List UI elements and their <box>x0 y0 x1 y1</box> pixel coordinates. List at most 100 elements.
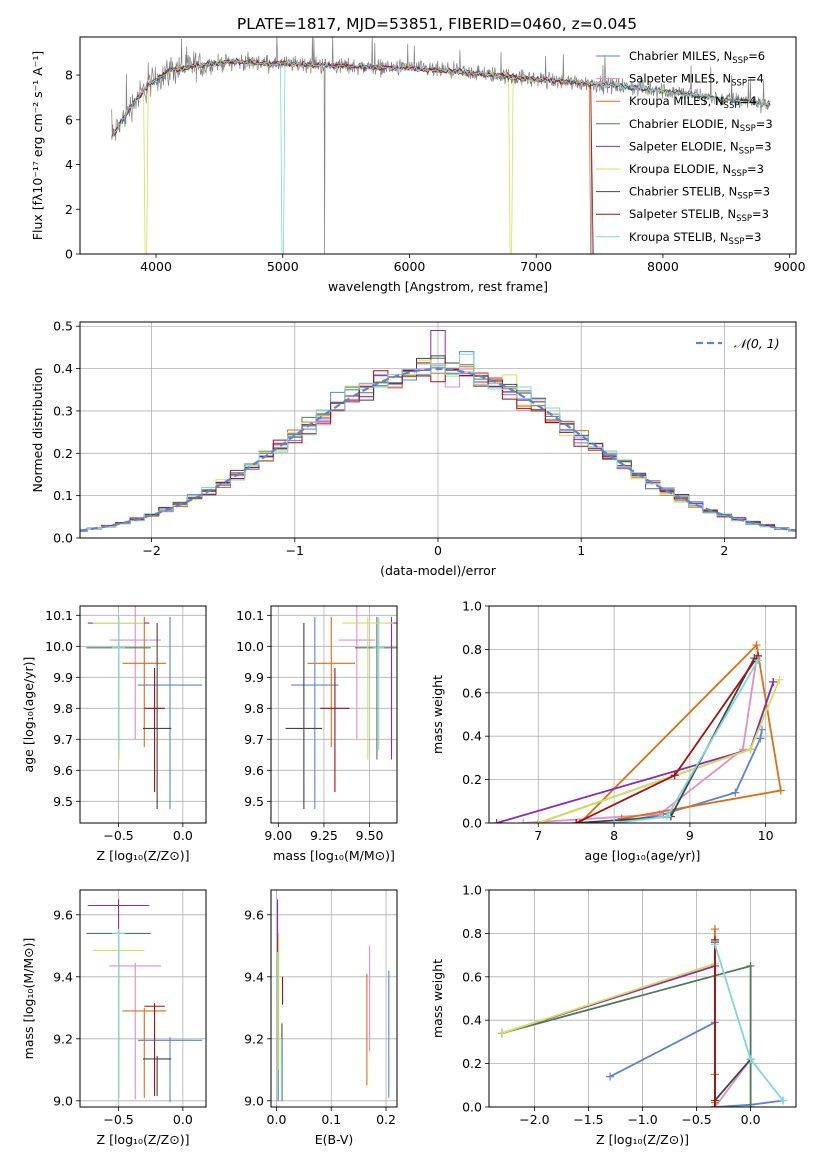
x-tick-label: 0.2 <box>376 1112 396 1127</box>
series-marker <box>746 1103 755 1107</box>
y-tick-label: 9.2 <box>53 1031 73 1046</box>
y-tick-label: 0.2 <box>53 446 73 461</box>
series-marker <box>519 819 528 823</box>
plot-area <box>277 899 390 1101</box>
chart-age_vs_Z: −0.5 0.0 9.5 9.6 9.7 9.8 9.9 10.0 10.1 Z [log₁₀(Z… <box>21 605 207 863</box>
legend-label: Chabrier MILES, NSSP=6 <box>629 49 765 66</box>
plot-area <box>497 925 788 1107</box>
x-tick-label: 4000 <box>140 259 172 274</box>
y-tick-label: 1.0 <box>462 599 482 614</box>
x-axis-label: Z [log₁₀(Z/Z⊙)] <box>97 1132 190 1147</box>
chart-massweight_vs_Z: −2.0 −1.5 −1.0 −0.5 0.0 0.0 0.2 0.4 0.6 0.8 1.0 Z [… <box>430 883 797 1147</box>
x-tick-label: 2 <box>720 543 728 558</box>
charts: 4000 5000 6000 7000 8000 9000 0 2 4 6 8 wavelength … <box>21 36 806 1147</box>
series-chabrier-elodie <box>497 961 755 1107</box>
plot-area <box>80 330 796 532</box>
y-tick-label: 0.1 <box>53 488 73 503</box>
x-tick-label: 10 <box>758 828 774 843</box>
y-tick-label: 9.6 <box>53 907 73 922</box>
series-marker <box>610 819 619 823</box>
errorbar-point <box>109 962 161 1100</box>
y-tick-label: 9.4 <box>244 969 264 984</box>
histogram-chabrier-stelib <box>80 355 796 532</box>
errorbar-point <box>291 616 339 810</box>
plot-area <box>86 899 203 1103</box>
x-axis-label: wavelength [Angstrom, rest frame] <box>328 279 548 294</box>
y-tick-label: 9.2 <box>244 1031 264 1046</box>
series-line <box>609 1020 784 1107</box>
series-marker <box>752 641 761 650</box>
errorbar-point <box>137 616 203 810</box>
y-tick-label: 0.5 <box>53 319 73 334</box>
chart-mass_vs_Z: −0.5 0.0 9.0 9.2 9.4 9.6 Z [log₁₀(Z/Z⊙)] mass [… <box>21 889 207 1147</box>
y-axis-label: mass weight <box>430 675 445 754</box>
chart-spectrum: 4000 5000 6000 7000 8000 9000 0 2 4 6 8 wavelength … <box>30 36 806 294</box>
series-salpeter-stelib <box>572 651 763 823</box>
axes-frame <box>488 889 797 1108</box>
errorbar-point <box>122 616 167 748</box>
x-tick-label: 8 <box>610 828 618 843</box>
series-marker <box>769 677 778 686</box>
y-tick-label: 2 <box>65 202 73 217</box>
legend-label: Kroupa ELODIE, NSSP=3 <box>629 162 764 179</box>
y-tick-label: 9.8 <box>244 701 264 716</box>
series-line <box>714 944 784 1102</box>
model-spectrum-kroupa-elodie <box>111 58 771 254</box>
x-axis-label: Z [log₁₀(Z/Z⊙)] <box>596 1132 689 1147</box>
chart-residuals: −2 −1 0 1 2 0.0 0.1 0.2 0.3 0.4 0.5 (data-model)/er… <box>30 319 797 578</box>
series-marker <box>497 1029 506 1038</box>
y-tick-label: 0.6 <box>462 685 482 700</box>
errorbar-point <box>122 1007 167 1098</box>
chart-massweight_vs_age: 7 8 9 10 0.0 0.2 0.4 0.6 0.8 1.0 age [log₁₀(age/yr… <box>430 599 797 863</box>
normal-curve <box>80 367 796 532</box>
series-marker <box>776 786 785 795</box>
histogram-chabrier-miles <box>80 351 796 532</box>
series-line <box>501 962 716 1107</box>
y-tick-label: 9.6 <box>244 907 264 922</box>
x-axis-label: mass [log₁₀(M/M⊙)] <box>273 848 395 863</box>
y-tick-label: 8 <box>65 68 73 83</box>
legend-label: 𝒩(0, 1) <box>734 336 780 351</box>
errorbar-point <box>144 1003 165 1097</box>
series-kroupa-stelib <box>710 940 788 1105</box>
axes-frame <box>270 889 398 1108</box>
x-tick-label: 9 <box>686 828 694 843</box>
y-tick-label: 9.6 <box>53 763 73 778</box>
x-tick-label: 0.0 <box>267 1112 287 1127</box>
legend-label: Kroupa STELIB, NSSP=3 <box>629 230 761 247</box>
x-tick-label: 9000 <box>774 259 806 274</box>
x-tick-label: −2 <box>142 543 160 558</box>
x-tick-label: 0.0 <box>741 1112 761 1127</box>
x-tick-label: 0.0 <box>173 1112 193 1127</box>
series-marker <box>492 819 501 823</box>
legend-label: Salpeter STELIB, NSSP=3 <box>629 207 769 224</box>
y-tick-label: 9.6 <box>244 763 264 778</box>
x-axis-label: (data-model)/error <box>380 563 497 578</box>
x-tick-label: 6000 <box>394 259 426 274</box>
y-tick-label: 9.8 <box>53 701 73 716</box>
y-tick-label: 9.4 <box>53 969 73 984</box>
y-tick-label: 0.4 <box>462 1013 482 1028</box>
series-marker <box>775 675 784 684</box>
x-tick-label: 8000 <box>647 259 679 274</box>
x-tick-label: 5000 <box>267 259 299 274</box>
y-axis-label: mass weight <box>430 959 445 1038</box>
errorbar-point <box>386 616 397 760</box>
plot-area <box>111 37 771 254</box>
series-kroupa-stelib <box>610 656 763 823</box>
x-tick-label: −2.0 <box>519 1112 549 1127</box>
series-marker <box>572 819 581 823</box>
y-tick-label: 0.6 <box>462 969 482 984</box>
series-marker <box>756 734 765 743</box>
histogram-salpeter-stelib <box>80 369 796 532</box>
series-kroupa-elodie <box>534 675 784 823</box>
y-tick-label: 10.0 <box>45 639 73 654</box>
y-tick-label: 9.9 <box>53 670 73 685</box>
y-axis-label: mass [log₁₀(M/M⊙)] <box>21 938 36 1060</box>
series-line <box>579 643 782 823</box>
series-line <box>501 964 752 1107</box>
y-tick-label: 0.8 <box>462 926 482 941</box>
x-tick-label: 9.25 <box>310 828 338 843</box>
y-tick-label: 10.1 <box>45 608 73 623</box>
legend-label: Chabrier STELIB, NSSP=3 <box>629 185 770 202</box>
